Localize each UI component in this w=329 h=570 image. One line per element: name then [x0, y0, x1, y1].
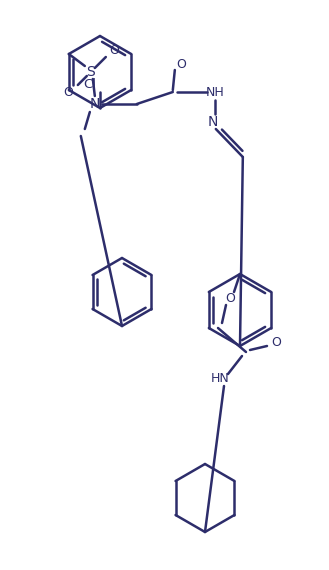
Text: N: N [89, 97, 100, 111]
Text: O: O [109, 43, 119, 56]
Text: HN: HN [211, 372, 229, 385]
Text: O: O [225, 291, 235, 304]
Text: O: O [271, 336, 281, 348]
Text: S: S [87, 65, 95, 79]
Text: Cl: Cl [84, 79, 96, 92]
Text: N: N [208, 115, 218, 129]
Text: O: O [176, 58, 186, 71]
Text: NH: NH [205, 86, 224, 99]
Text: O: O [63, 87, 73, 100]
